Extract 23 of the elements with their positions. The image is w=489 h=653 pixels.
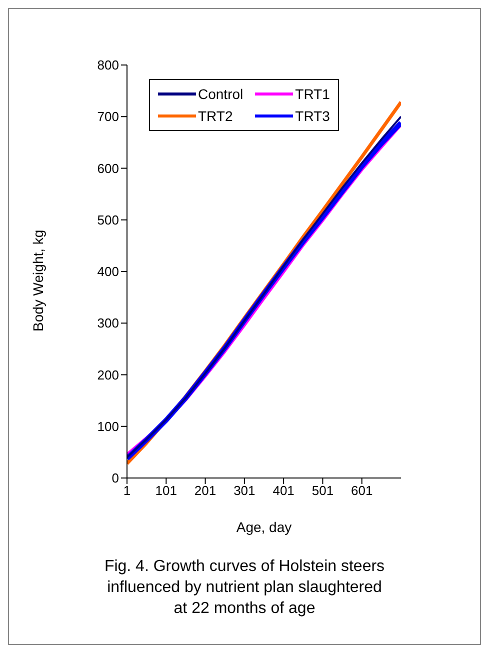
x-tick-label: 501 (312, 483, 334, 498)
y-tick-label: 700 (97, 109, 119, 124)
y-tick-label: 800 (97, 58, 119, 73)
y-tick-label: 100 (97, 418, 119, 434)
x-tick-label: 201 (194, 483, 216, 498)
y-tick-label: 200 (97, 367, 119, 382)
legend-label: Control (198, 86, 244, 102)
y-tick-label: 400 (97, 264, 119, 280)
y-tick-label: 0 (112, 470, 119, 486)
x-tick-label: 1 (123, 483, 131, 498)
y-tick-label: 600 (97, 160, 119, 176)
x-tick-label: 101 (155, 483, 177, 498)
y-tick-label: 300 (97, 316, 119, 331)
x-tick-label: 301 (234, 483, 256, 498)
legend-label: TRT1 (295, 86, 330, 102)
legend-label: TRT3 (295, 108, 330, 124)
legend-label: TRT2 (198, 108, 233, 124)
x-axis-title: Age, day (236, 519, 292, 535)
x-tick-label: 401 (272, 483, 294, 498)
y-tick-label: 500 (97, 212, 119, 228)
caption: Fig. 4. Growth curves of Holstein steers influenced by nutrient plan slaughtered at 22 months of age (103, 557, 386, 619)
y-axis-title: Body Weight, kg (30, 230, 46, 332)
x-tick-label: 601 (351, 483, 373, 498)
